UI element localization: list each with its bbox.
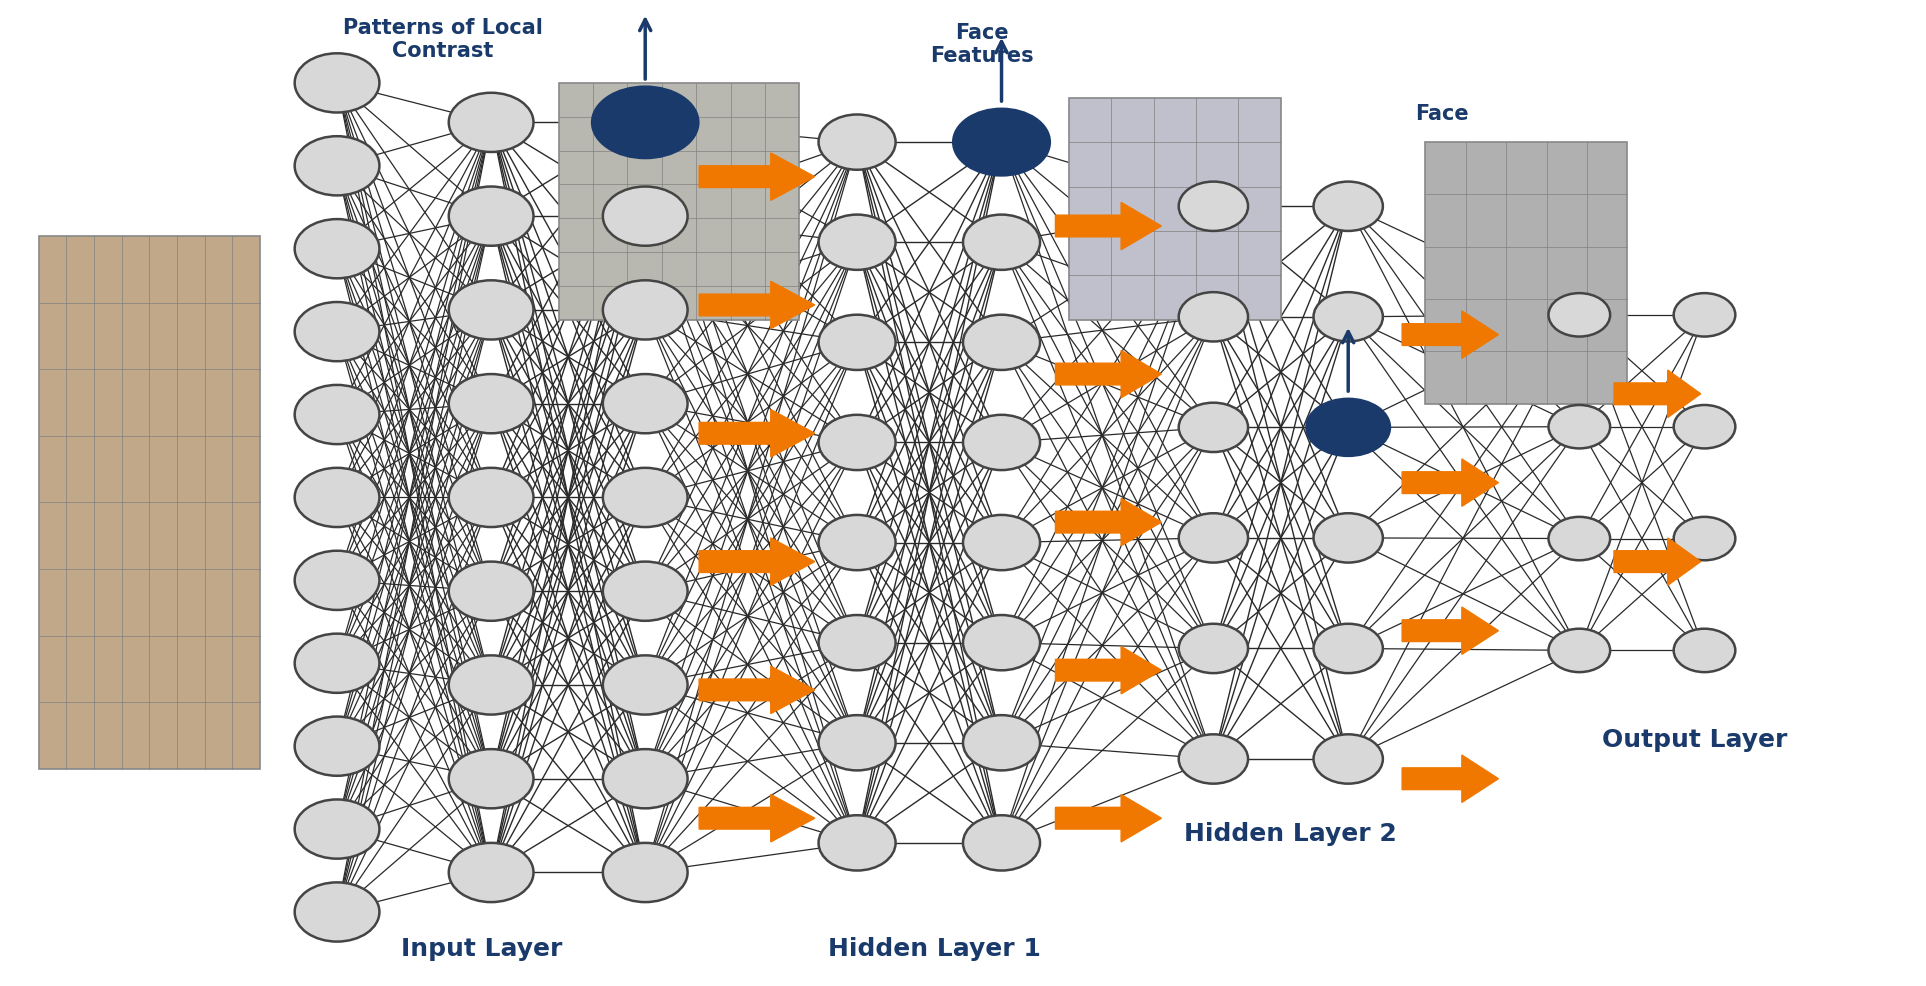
Ellipse shape — [1179, 514, 1248, 563]
Ellipse shape — [819, 215, 896, 270]
Ellipse shape — [603, 749, 688, 809]
Ellipse shape — [819, 716, 896, 771]
Ellipse shape — [1179, 735, 1248, 784]
Ellipse shape — [295, 220, 379, 279]
FancyArrow shape — [1055, 795, 1161, 842]
FancyArrow shape — [1055, 499, 1161, 546]
Ellipse shape — [449, 94, 534, 153]
Bar — [1069, 99, 1281, 320]
Ellipse shape — [295, 54, 379, 113]
Ellipse shape — [449, 468, 534, 528]
Ellipse shape — [603, 843, 688, 902]
FancyArrow shape — [699, 667, 815, 714]
Ellipse shape — [963, 415, 1040, 470]
Ellipse shape — [819, 815, 896, 871]
Ellipse shape — [295, 303, 379, 362]
FancyArrow shape — [699, 795, 815, 842]
Ellipse shape — [1179, 624, 1248, 673]
FancyArrow shape — [1614, 538, 1701, 586]
Ellipse shape — [603, 562, 688, 621]
Text: Face
Features: Face Features — [930, 23, 1034, 66]
Ellipse shape — [1674, 294, 1735, 337]
Ellipse shape — [963, 815, 1040, 871]
FancyArrow shape — [1055, 203, 1161, 250]
Ellipse shape — [449, 375, 534, 434]
Ellipse shape — [295, 468, 379, 528]
Ellipse shape — [953, 109, 1050, 176]
Ellipse shape — [1674, 405, 1735, 449]
Ellipse shape — [819, 516, 896, 571]
Ellipse shape — [295, 137, 379, 196]
Ellipse shape — [1314, 624, 1383, 673]
Ellipse shape — [1674, 518, 1735, 561]
Ellipse shape — [963, 615, 1040, 670]
FancyArrow shape — [1402, 607, 1498, 655]
Ellipse shape — [819, 115, 896, 171]
Ellipse shape — [603, 656, 688, 715]
Ellipse shape — [295, 386, 379, 445]
Text: Output Layer: Output Layer — [1602, 728, 1787, 751]
Ellipse shape — [819, 316, 896, 371]
FancyArrow shape — [1402, 459, 1498, 507]
Ellipse shape — [1179, 293, 1248, 342]
Ellipse shape — [449, 187, 534, 246]
Ellipse shape — [963, 516, 1040, 571]
Ellipse shape — [1314, 293, 1383, 342]
Ellipse shape — [449, 562, 534, 621]
FancyArrow shape — [699, 538, 815, 586]
Ellipse shape — [1549, 518, 1610, 561]
Ellipse shape — [295, 634, 379, 693]
Ellipse shape — [603, 281, 688, 340]
Ellipse shape — [295, 551, 379, 610]
Ellipse shape — [1674, 629, 1735, 672]
Ellipse shape — [603, 187, 688, 246]
Ellipse shape — [603, 375, 688, 434]
Text: Hidden Layer 1: Hidden Layer 1 — [828, 937, 1040, 960]
Ellipse shape — [1549, 405, 1610, 449]
Ellipse shape — [295, 800, 379, 859]
Ellipse shape — [593, 88, 699, 159]
FancyArrow shape — [699, 154, 815, 201]
Ellipse shape — [819, 615, 896, 670]
Ellipse shape — [449, 749, 534, 809]
Ellipse shape — [449, 843, 534, 902]
Ellipse shape — [819, 415, 896, 470]
FancyArrow shape — [1614, 371, 1701, 418]
Ellipse shape — [963, 215, 1040, 270]
Ellipse shape — [1179, 182, 1248, 232]
Text: Hidden Layer 2: Hidden Layer 2 — [1184, 821, 1396, 845]
Ellipse shape — [449, 656, 534, 715]
FancyArrow shape — [699, 410, 815, 458]
Ellipse shape — [1549, 629, 1610, 672]
Text: Face: Face — [1416, 104, 1470, 123]
FancyArrow shape — [1055, 647, 1161, 694]
Ellipse shape — [963, 115, 1040, 171]
Bar — [39, 237, 260, 769]
Ellipse shape — [295, 717, 379, 776]
Ellipse shape — [1549, 294, 1610, 337]
Ellipse shape — [1306, 399, 1391, 457]
Ellipse shape — [963, 316, 1040, 371]
Ellipse shape — [1314, 182, 1383, 232]
Text: Input Layer: Input Layer — [401, 937, 562, 960]
FancyArrow shape — [1402, 755, 1498, 803]
Bar — [559, 84, 799, 320]
Ellipse shape — [603, 94, 688, 153]
FancyArrow shape — [699, 282, 815, 329]
Ellipse shape — [603, 468, 688, 528]
Ellipse shape — [295, 882, 379, 942]
Ellipse shape — [963, 716, 1040, 771]
Ellipse shape — [449, 281, 534, 340]
FancyArrow shape — [1055, 351, 1161, 398]
Bar — [1425, 143, 1627, 404]
Ellipse shape — [1179, 403, 1248, 453]
Ellipse shape — [1314, 514, 1383, 563]
FancyArrow shape — [1402, 312, 1498, 359]
Ellipse shape — [1314, 403, 1383, 453]
Text: Patterns of Local
Contrast: Patterns of Local Contrast — [343, 18, 543, 61]
Ellipse shape — [1314, 735, 1383, 784]
